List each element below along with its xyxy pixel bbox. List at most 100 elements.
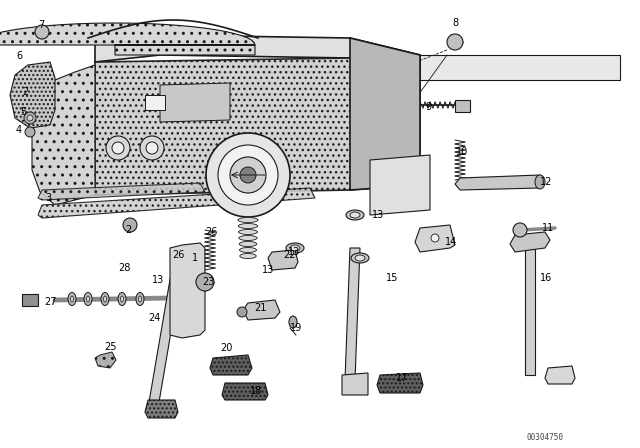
Ellipse shape xyxy=(351,253,369,263)
Ellipse shape xyxy=(350,212,360,218)
Ellipse shape xyxy=(70,296,74,302)
Polygon shape xyxy=(38,183,205,200)
Ellipse shape xyxy=(286,243,304,253)
Ellipse shape xyxy=(238,224,258,228)
Polygon shape xyxy=(145,400,178,418)
Circle shape xyxy=(24,112,36,124)
Text: 2: 2 xyxy=(22,87,28,97)
Ellipse shape xyxy=(86,296,90,302)
Text: 24: 24 xyxy=(148,313,161,323)
Polygon shape xyxy=(377,373,423,393)
Polygon shape xyxy=(268,250,298,270)
Polygon shape xyxy=(370,55,620,80)
Polygon shape xyxy=(95,35,420,72)
Text: 25: 25 xyxy=(104,342,116,352)
Circle shape xyxy=(112,142,124,154)
Text: 14: 14 xyxy=(445,237,457,247)
Text: 15: 15 xyxy=(386,273,398,283)
Polygon shape xyxy=(342,373,368,395)
Polygon shape xyxy=(160,83,230,122)
Ellipse shape xyxy=(346,210,364,220)
Text: 00304750: 00304750 xyxy=(527,434,563,443)
Text: 20: 20 xyxy=(220,343,232,353)
Circle shape xyxy=(218,145,278,205)
Circle shape xyxy=(237,307,247,317)
Polygon shape xyxy=(210,355,252,375)
Text: 1: 1 xyxy=(192,253,198,263)
Text: 22: 22 xyxy=(283,250,296,260)
Circle shape xyxy=(106,136,130,160)
Polygon shape xyxy=(22,294,38,306)
Ellipse shape xyxy=(355,255,365,261)
Ellipse shape xyxy=(104,296,106,302)
Text: 7: 7 xyxy=(38,20,44,30)
Polygon shape xyxy=(10,62,55,128)
Polygon shape xyxy=(350,38,420,190)
Text: 12: 12 xyxy=(540,177,552,187)
Polygon shape xyxy=(32,65,95,205)
Text: 17: 17 xyxy=(396,373,408,383)
Text: 27: 27 xyxy=(44,297,56,307)
Circle shape xyxy=(513,223,527,237)
Polygon shape xyxy=(170,243,205,338)
Polygon shape xyxy=(145,95,165,110)
Ellipse shape xyxy=(240,254,256,258)
Ellipse shape xyxy=(68,293,76,306)
Polygon shape xyxy=(0,23,255,55)
Text: 16: 16 xyxy=(540,273,552,283)
Text: 8: 8 xyxy=(452,18,458,28)
Ellipse shape xyxy=(239,247,257,253)
Circle shape xyxy=(123,218,137,232)
Ellipse shape xyxy=(118,293,126,306)
Ellipse shape xyxy=(535,175,545,189)
Text: 13: 13 xyxy=(262,265,275,275)
Circle shape xyxy=(196,273,214,291)
Text: 13: 13 xyxy=(372,210,384,220)
Text: 9: 9 xyxy=(425,102,431,112)
Ellipse shape xyxy=(138,296,141,302)
Ellipse shape xyxy=(101,293,109,306)
Text: 5: 5 xyxy=(20,107,26,117)
Ellipse shape xyxy=(84,293,92,306)
Text: 2: 2 xyxy=(125,225,131,235)
Polygon shape xyxy=(370,155,430,215)
Text: 26: 26 xyxy=(172,250,184,260)
Polygon shape xyxy=(545,366,575,384)
Polygon shape xyxy=(222,383,268,400)
Circle shape xyxy=(140,136,164,160)
Text: 13: 13 xyxy=(288,247,300,257)
Polygon shape xyxy=(525,240,535,375)
Text: 11: 11 xyxy=(542,223,554,233)
Polygon shape xyxy=(510,232,550,252)
Polygon shape xyxy=(345,248,360,380)
Polygon shape xyxy=(38,188,315,218)
Text: 21: 21 xyxy=(254,303,266,313)
Ellipse shape xyxy=(120,296,124,302)
Circle shape xyxy=(27,115,33,121)
Circle shape xyxy=(230,157,266,193)
Circle shape xyxy=(146,142,158,154)
Polygon shape xyxy=(95,58,420,195)
Text: 4: 4 xyxy=(16,125,22,135)
Circle shape xyxy=(240,167,256,183)
Ellipse shape xyxy=(290,245,300,251)
Polygon shape xyxy=(415,225,455,252)
Polygon shape xyxy=(148,262,183,408)
Text: 13: 13 xyxy=(152,275,164,285)
Ellipse shape xyxy=(289,316,297,328)
Text: 19: 19 xyxy=(290,323,302,333)
Polygon shape xyxy=(455,100,470,112)
Ellipse shape xyxy=(239,236,257,241)
Text: 18: 18 xyxy=(250,386,262,396)
Circle shape xyxy=(447,34,463,50)
Circle shape xyxy=(431,234,439,242)
Text: 3: 3 xyxy=(45,193,51,203)
Text: 23: 23 xyxy=(202,277,214,287)
Ellipse shape xyxy=(239,229,257,234)
Circle shape xyxy=(35,25,49,39)
Polygon shape xyxy=(243,300,280,320)
Text: 26: 26 xyxy=(205,227,218,237)
Text: 6: 6 xyxy=(16,51,22,61)
Text: 28: 28 xyxy=(118,263,131,273)
Text: 10: 10 xyxy=(456,147,468,157)
